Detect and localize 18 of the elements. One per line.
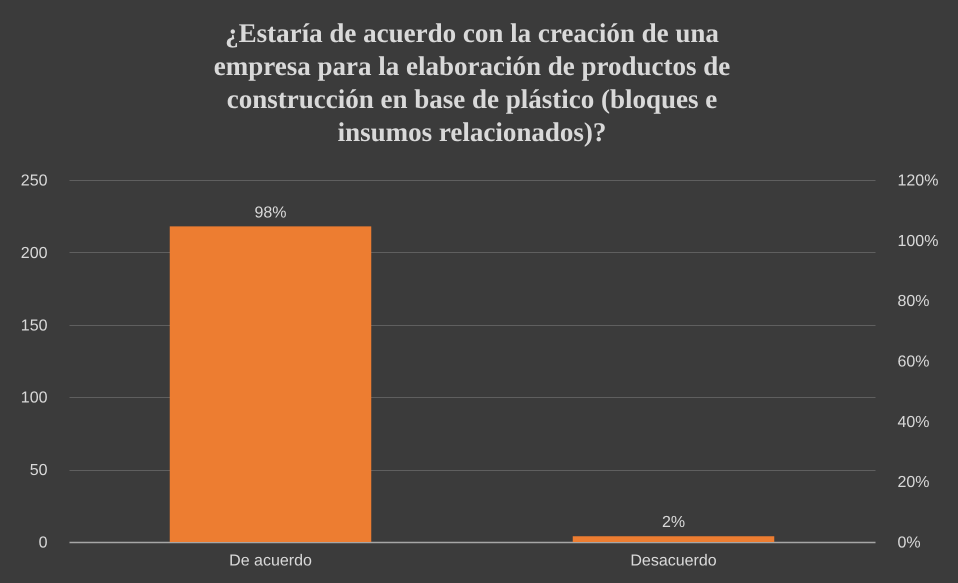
- y2-tick-label: 80%: [898, 293, 930, 310]
- y-tick-label: 50: [30, 462, 48, 480]
- x-tick-label: Desacuerdo: [630, 552, 717, 570]
- y-tick-label: 100: [20, 390, 48, 407]
- y-tick-label: 250: [20, 172, 48, 190]
- y2-tick-label: 0%: [898, 534, 921, 552]
- y-tick-label: 0: [38, 534, 48, 552]
- annotation: 2%: [662, 514, 686, 532]
- y2-tick-label: 120%: [898, 172, 938, 190]
- y2-tick-label: 60%: [898, 354, 930, 370]
- y-tick-label: 200: [20, 244, 48, 262]
- y-tick-label: 150: [20, 317, 48, 334]
- y2-tick-label: 20%: [898, 474, 930, 492]
- chart-title: ¿Estaría de acuerdo con la creación de una empresa para la elaboración de productos de construcción en base de plástico (bloques e insumos relacionados)?: [214, 18, 730, 147]
- y2-tick-label: 40%: [898, 414, 930, 431]
- annotation: 98%: [254, 204, 287, 222]
- y2-tick-label: 100%: [898, 232, 938, 250]
- x-tick-label: De acuerdo: [229, 552, 312, 570]
